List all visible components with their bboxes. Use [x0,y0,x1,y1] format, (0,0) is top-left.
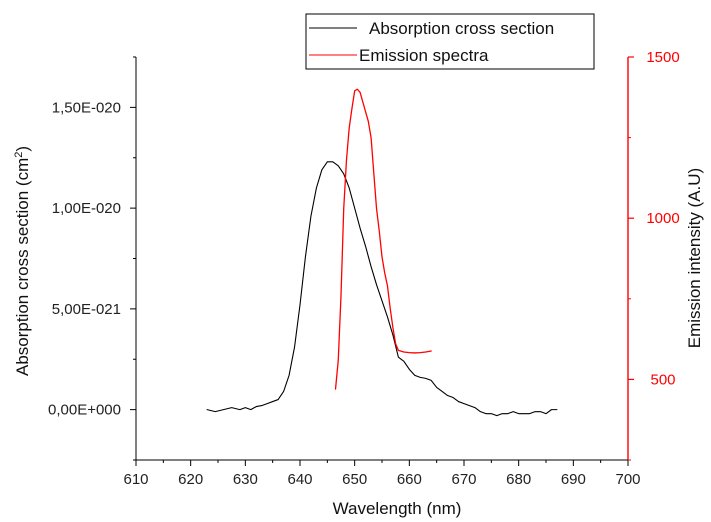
right-y-axis-title: Emission intensity (A.U) [685,168,704,348]
right-y-tick-label-1000: 1000 [646,210,679,227]
x-tick-label-640: 640 [287,471,312,488]
emission-series-line [334,88,432,390]
y-tick-label-0: 0,00E+000 [48,402,121,419]
y-axis-title-suffix: ) [13,146,32,152]
x-axis-title: Wavelength (nm) [333,499,462,518]
x-tick-label-690: 690 [561,471,586,488]
x-tick-label-630: 630 [233,471,258,488]
right-y-tick-label-500: 500 [650,371,675,388]
y-tick-label-1: 5,00E-021 [52,301,121,318]
legend-emission-label: Emission spectra [359,46,489,65]
legend: Absorption cross section Emission spectr… [305,13,595,70]
x-tick-label-650: 650 [342,471,367,488]
y-tick-label-3: 1,50E-020 [52,99,121,116]
absorption-series-line [206,161,558,417]
series-layer [206,88,558,417]
legend-box [305,13,595,70]
right-y-tick-label-1500: 1500 [646,49,679,66]
x-tick-label-670: 670 [451,471,476,488]
x-tick-label-660: 660 [397,471,422,488]
y-axis-ticks: 0,00E+000 5,00E-021 1,00E-020 1,50E-020 [48,56,136,461]
y-tick-label-2: 1,00E-020 [52,200,121,217]
x-tick-label-700: 700 [615,471,640,488]
x-tick-label-680: 680 [506,471,531,488]
y-axis-title: Absorption cross section (cm2) [13,146,32,376]
y-axis-title-main: Absorption cross section (cm [13,158,32,376]
x-axis-ticks: 610 620 630 640 650 660 670 680 690 700 [123,460,641,488]
x-tick-label-620: 620 [178,471,203,488]
x-tick-label-610: 610 [123,471,148,488]
right-y-axis-ticks: 500 1000 1500 [628,49,680,461]
legend-absorption-label: Absorption cross section [369,19,554,38]
y-axis-title-superscript: 2 [13,152,25,158]
